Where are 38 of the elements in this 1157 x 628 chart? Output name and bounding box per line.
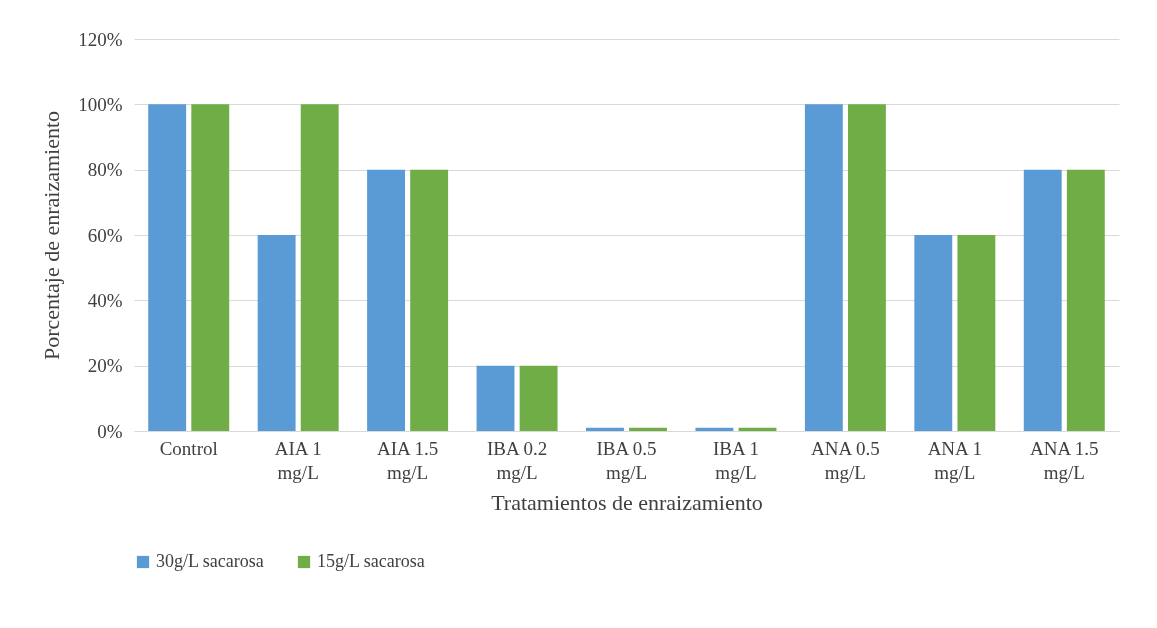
bar	[519, 365, 558, 431]
bar	[191, 104, 230, 431]
legend-label: 15g/L sacarosa	[317, 551, 425, 571]
x-tick-label: IBA 1 mg/L	[712, 437, 759, 483]
bar	[804, 104, 843, 431]
y-tick-label: 40%	[87, 289, 123, 311]
y-tick-label: 80%	[87, 159, 123, 181]
y-axis-title: Porcentaje de enraizamiento	[39, 110, 65, 361]
bar	[586, 427, 624, 431]
bar	[847, 104, 886, 431]
x-tick-label: ANA 1.5 mg/L	[1029, 437, 1099, 483]
y-tick-label: 20%	[87, 355, 123, 377]
bar	[148, 104, 187, 431]
bar	[914, 235, 953, 431]
x-tick-label: AIA 1.5 mg/L	[376, 437, 439, 483]
bar	[476, 365, 515, 431]
x-tick-label: AIA 1 mg/L	[274, 437, 322, 483]
x-tick-label: ANA 1 mg/L	[927, 437, 983, 483]
bar	[367, 169, 406, 431]
y-tick-label: 60%	[87, 224, 123, 246]
bar	[257, 235, 296, 431]
bar	[1066, 169, 1105, 431]
bar	[300, 104, 339, 431]
bar	[738, 427, 777, 431]
legend-label: 30g/L sacarosa	[156, 551, 264, 571]
bar	[410, 169, 449, 431]
x-axis-title: Tratamientos de enraizamiento	[491, 489, 763, 515]
y-tick-label: 0%	[97, 420, 123, 442]
y-tick-label: 100%	[78, 93, 123, 115]
bar	[1023, 169, 1062, 431]
x-tick-label: IBA 0.5 mg/L	[596, 437, 657, 483]
y-tick-label: 120%	[78, 28, 123, 50]
bar	[957, 235, 996, 431]
x-tick-label: ANA 0.5 mg/L	[811, 437, 880, 483]
bar	[695, 427, 734, 431]
x-tick-label: Control	[159, 437, 218, 459]
x-tick-label: IBA 0.2 mg/L	[486, 437, 548, 483]
bar	[629, 427, 667, 431]
